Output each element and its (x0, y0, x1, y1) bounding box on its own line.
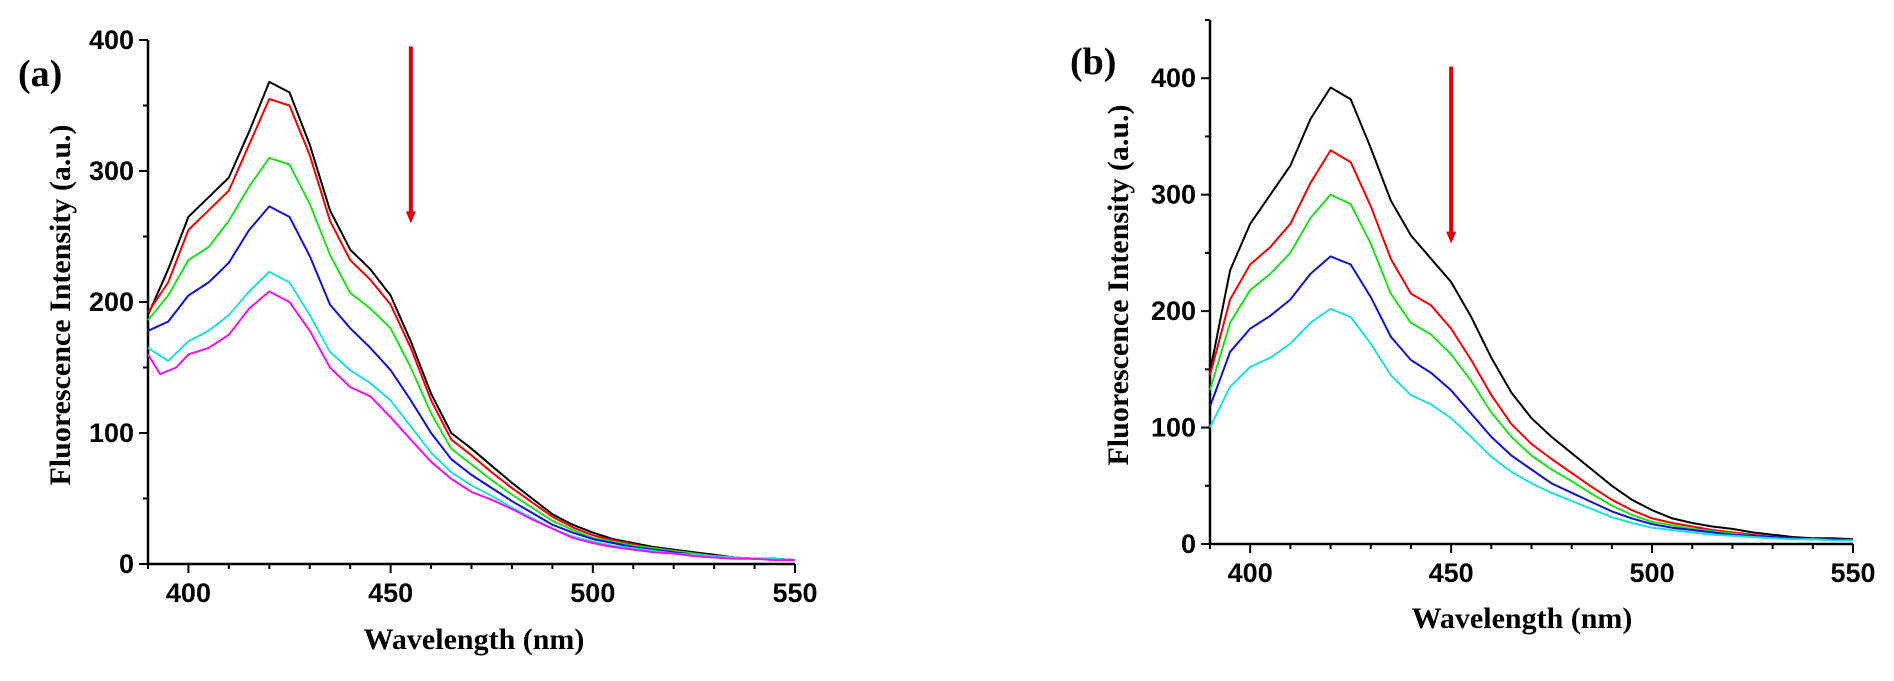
series-line-b-2 (1209, 149, 1854, 542)
series-group-b (1209, 86, 1854, 542)
x-tick-label: 550 (772, 578, 817, 608)
x-tick-label: 400 (166, 578, 211, 608)
y-axis-title-a: Fluorescence Intensity (a.u.) (44, 124, 77, 485)
x-tick-label: 450 (1429, 558, 1474, 588)
series-line-a-6 (147, 290, 795, 562)
x-axis-title-b: Wavelength (nm) (1412, 602, 1633, 635)
series-line-a-4 (147, 205, 796, 562)
y-tick-label: 400 (1151, 63, 1196, 93)
y-tick-label: 300 (1151, 180, 1196, 210)
y-tick-label: 0 (1181, 529, 1196, 559)
series-line-a-1 (147, 80, 796, 562)
y-tick-label: 100 (1151, 413, 1196, 443)
series-line-b-3 (1209, 193, 1854, 542)
arrow-b (1446, 66, 1457, 244)
y-tick-label: 200 (1151, 296, 1196, 326)
panel-a: (a) Fluorescence Intensity (a.u.) Wavele… (18, 25, 818, 656)
y-tick-label: 0 (119, 549, 134, 579)
x-tick-label: 500 (570, 578, 615, 608)
panel-label-b: (b) (1070, 41, 1116, 83)
y-tick-label: 200 (89, 287, 134, 317)
series-group-a (147, 80, 796, 562)
axis-ticks-a: 0 100 200 300 400 400 450 500 550 (89, 25, 818, 608)
axis-ticks-b: 0 100 200 300 400 400 450 500 550 (1151, 19, 1876, 588)
arrow-head-b (1446, 231, 1457, 244)
x-tick-label: 400 (1228, 558, 1273, 588)
series-line-b-1 (1209, 86, 1854, 541)
arrow-head-a (405, 211, 416, 224)
arrow-a (405, 46, 416, 224)
y-tick-label: 100 (89, 418, 134, 448)
x-tick-label: 450 (368, 578, 413, 608)
y-tick-label: 300 (89, 156, 134, 186)
series-line-b-5 (1209, 307, 1853, 542)
series-line-a-3 (147, 156, 796, 562)
x-tick-label: 500 (1630, 558, 1675, 588)
panel-b: (b) Fluorescence Intensity (a.u.) Wavele… (1070, 19, 1876, 635)
series-line-b-4 (1209, 255, 1854, 542)
x-tick-label: 550 (1830, 558, 1875, 588)
panel-label-a: (a) (18, 53, 62, 95)
y-tick-label: 400 (89, 25, 134, 55)
x-axis-title-a: Wavelength (nm) (364, 623, 585, 656)
y-axis-title-b: Fluorescence Intensity (a.u.) (1102, 104, 1135, 465)
